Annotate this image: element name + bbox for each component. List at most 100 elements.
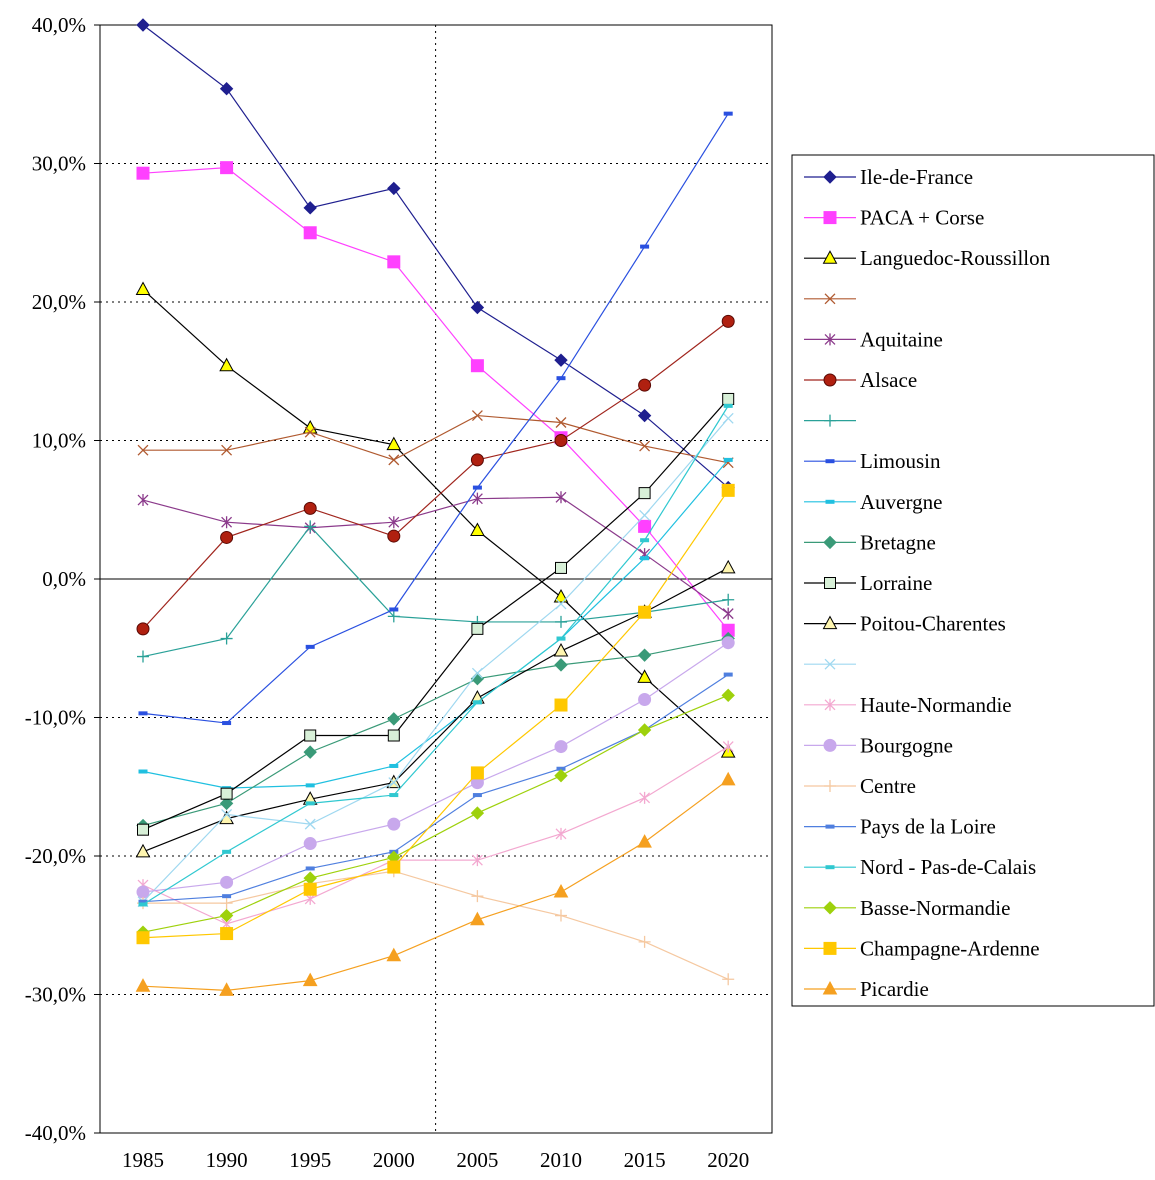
data-point (137, 494, 149, 507)
data-point (470, 300, 485, 315)
data-point (553, 588, 569, 603)
data-point (639, 509, 651, 521)
legend-item: Auvergne (804, 490, 942, 514)
legend-item (804, 293, 856, 305)
legend-label: Limousin (860, 449, 941, 473)
data-point (470, 359, 484, 373)
data-point (554, 658, 568, 672)
legend-marker (823, 211, 837, 225)
data-point (138, 769, 148, 774)
legend-item: Ile-de-France (804, 165, 973, 189)
y-tick-label: 20,0% (32, 290, 86, 314)
legend-item: Languedoc-Roussillon (804, 246, 1051, 270)
legend-label: Bretagne (860, 530, 936, 554)
data-point (138, 711, 148, 716)
y-tick-label: -30,0% (25, 983, 86, 1007)
data-point (387, 610, 400, 623)
legend-label: Centre (860, 774, 916, 798)
data-point (386, 436, 402, 451)
legend-label: Ile-de-France (860, 165, 973, 189)
data-point (637, 723, 652, 737)
legend-item: Aquitaine (804, 327, 943, 351)
x-tick-label: 2005 (456, 1148, 498, 1172)
legend-marker (823, 941, 837, 955)
x-tick-label: 1985 (122, 1148, 164, 1172)
legend-label: Lorraine (860, 571, 932, 595)
data-point (555, 615, 567, 628)
series-line (142, 674, 729, 903)
series-line (143, 870, 729, 980)
data-point (639, 440, 651, 452)
data-point (470, 766, 484, 780)
data-point (136, 18, 150, 32)
data-point (135, 281, 151, 296)
series-line (142, 398, 729, 831)
series-line (142, 459, 729, 789)
legend-label: Champagne-Ardenne (860, 936, 1040, 960)
series-line (142, 490, 729, 939)
data-point (722, 392, 735, 405)
data-point (388, 516, 400, 529)
data-point (556, 376, 566, 381)
data-point (304, 818, 316, 830)
series-line (142, 417, 729, 903)
legend-label: Picardie (860, 977, 929, 1001)
data-point (637, 669, 652, 683)
data-point (220, 530, 234, 544)
data-point (471, 890, 484, 903)
series-20 (135, 771, 736, 996)
data-point (222, 849, 232, 854)
legend-marker (823, 738, 837, 752)
legend-item: Picardie (804, 977, 929, 1001)
data-point (222, 721, 232, 726)
data-point (389, 793, 399, 798)
x-tick-label: 1990 (206, 1148, 248, 1172)
series-14 (136, 636, 735, 899)
data-point (219, 82, 234, 96)
data-point (221, 516, 233, 529)
data-point (220, 927, 234, 941)
series-10 (137, 392, 735, 836)
series-line (142, 642, 729, 893)
y-tick-label: -20,0% (25, 844, 86, 868)
data-point (136, 931, 150, 945)
data-point (387, 181, 401, 196)
data-point (723, 403, 733, 408)
data-point (638, 378, 652, 392)
series-line (142, 637, 729, 827)
data-point (471, 492, 483, 505)
axes (94, 24, 773, 1134)
legend-item: PACA + Corse (804, 206, 984, 230)
data-point (555, 561, 567, 574)
series-17 (138, 403, 733, 907)
data-point (554, 740, 568, 754)
data-point (722, 593, 735, 606)
series-19 (136, 483, 735, 945)
data-point (720, 559, 736, 574)
legend-label: Nord - Pas-de-Calais (860, 855, 1036, 879)
series-2 (135, 281, 736, 758)
legend-item: Champagne-Ardenne (804, 936, 1040, 960)
data-point (554, 434, 568, 447)
legend-label: Languedoc-Roussillon (860, 246, 1051, 270)
legend-marker (822, 980, 838, 995)
series-7 (138, 111, 733, 726)
data-point (472, 485, 482, 490)
y-tick-label: 0,0% (42, 567, 86, 591)
legend-label: Basse-Normandie (860, 896, 1010, 920)
data-point (554, 353, 568, 367)
data-point (553, 883, 569, 898)
y-tick-label: -10,0% (25, 706, 86, 730)
legend-marker (823, 901, 837, 915)
legend: Ile-de-France PACA + Corse Languedoc-Rouss… (791, 154, 1155, 1007)
data-point (637, 834, 652, 848)
data-point (304, 729, 317, 742)
data-point (555, 491, 567, 504)
y-tick-label: 30,0% (32, 152, 86, 176)
legend-item: Poitou-Charentes (804, 612, 1006, 636)
legend-marker (824, 658, 836, 670)
data-point (472, 700, 482, 705)
legend-label: PACA + Corse (860, 206, 984, 230)
series-line (142, 167, 729, 631)
y-tick-label: -40,0% (25, 1121, 86, 1145)
